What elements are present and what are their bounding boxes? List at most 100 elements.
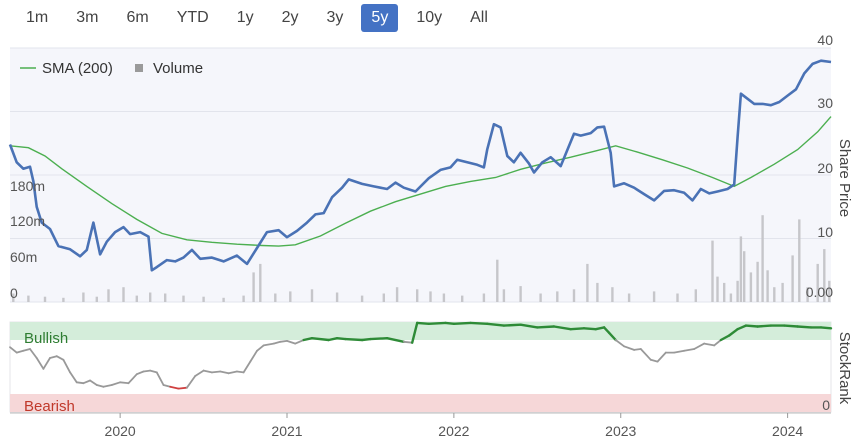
stockrank-segment xyxy=(42,357,51,370)
stockrank-segment xyxy=(22,348,31,352)
stockrank-segment xyxy=(819,326,833,330)
stockrank-segment xyxy=(210,370,222,374)
range-3y-button[interactable]: 3y xyxy=(326,9,344,26)
volume-bar xyxy=(259,263,262,302)
range-3m-button[interactable]: 3m xyxy=(76,9,99,26)
stockrank-segment xyxy=(29,348,38,359)
volume-bar xyxy=(586,263,589,302)
stockrank-segment xyxy=(55,355,65,361)
volume-bar xyxy=(816,263,819,302)
x-tick-label: 2023 xyxy=(605,423,636,438)
x-tick-label: 2022 xyxy=(438,423,469,438)
stockrank-segment xyxy=(783,324,799,328)
stockrank-segment xyxy=(656,351,667,363)
stockrank-segment xyxy=(286,339,297,345)
stockrank-segment xyxy=(335,337,347,341)
price-axis-title: Share Price xyxy=(836,139,853,217)
volume-bar xyxy=(798,219,801,302)
volume-bar xyxy=(502,289,506,302)
volume-bar xyxy=(496,259,499,302)
volume-bar xyxy=(335,292,339,302)
volume-bar xyxy=(12,293,15,302)
stockrank-segment xyxy=(673,349,686,354)
volume-bar xyxy=(395,287,399,302)
volume-bar xyxy=(791,255,794,302)
volume-bar xyxy=(539,293,542,302)
volume-y-axis: 0 60m 120m 180m xyxy=(10,178,45,301)
stockrank-segment xyxy=(256,344,265,352)
volume-y-tick: 60m xyxy=(10,249,37,265)
stockrank-segment xyxy=(155,371,165,386)
volume-bar xyxy=(716,276,719,302)
volume-bar xyxy=(756,261,759,302)
stockrank-segment xyxy=(15,349,25,354)
stockrank-segment xyxy=(327,337,339,342)
stockrank-segment xyxy=(411,321,419,344)
legend-volume-label[interactable]: Volume xyxy=(153,60,203,77)
stockrank-segment xyxy=(452,321,472,325)
price-y-tick: 10 xyxy=(817,224,833,240)
volume-bar xyxy=(652,291,656,302)
volume-bar xyxy=(149,292,152,302)
stockrank-segment xyxy=(756,324,773,328)
stockrank-segment xyxy=(796,325,813,329)
stockrank-segment xyxy=(614,339,625,348)
price-line xyxy=(8,59,832,272)
stockrank-segment xyxy=(169,385,180,390)
range-all-button[interactable]: All xyxy=(470,9,488,26)
stockrank-segment xyxy=(444,321,456,325)
stockrank-axis-title: StockRank xyxy=(836,332,853,405)
stockrank-segment xyxy=(202,369,213,374)
stockrank-segment xyxy=(519,323,539,329)
volume-bar xyxy=(274,293,277,302)
stockrank-segment xyxy=(469,321,489,325)
volume-bar xyxy=(572,289,576,302)
stockrank-segment xyxy=(310,337,330,342)
price-y-tick: 0.00 xyxy=(806,284,833,300)
volume-bar xyxy=(611,287,614,302)
stockrank-segment xyxy=(35,357,45,370)
range-5y-button[interactable]: 5y xyxy=(361,4,399,32)
price-y-axis: 0.00 10 20 30 40 xyxy=(806,32,833,300)
stockrank-segment xyxy=(119,381,130,385)
volume-bar xyxy=(461,295,464,302)
stockrank-segment xyxy=(693,342,706,350)
stockrank-segment xyxy=(162,384,172,388)
stockrank-segment xyxy=(402,340,414,344)
range-1m-button[interactable]: 1m xyxy=(26,9,49,26)
stockrank-segment xyxy=(227,370,238,375)
range-10y-button[interactable]: 10y xyxy=(416,9,443,26)
legend-sma-label[interactable]: SMA (200) xyxy=(42,60,113,77)
x-tick-label: 2020 xyxy=(105,423,136,438)
volume-bar xyxy=(482,293,486,302)
range-1y-button[interactable]: 1y xyxy=(236,9,254,26)
bearish-label: Bearish xyxy=(24,398,75,415)
stockrank-segment xyxy=(272,340,282,345)
stockrank-segment xyxy=(536,325,556,329)
stockrank-segment xyxy=(602,326,611,334)
stockrank-segment xyxy=(127,373,138,385)
stockrank-segment xyxy=(149,369,158,374)
stockrank-line xyxy=(9,321,833,390)
stockrank-segment xyxy=(95,384,105,388)
range-6m-button[interactable]: 6m xyxy=(126,9,149,26)
volume-bar xyxy=(736,280,739,302)
volume-bar xyxy=(95,296,98,302)
range-2y-button[interactable]: 2y xyxy=(281,9,299,26)
price-y-tick: 20 xyxy=(817,160,833,176)
volume-bar xyxy=(711,240,714,302)
stockrank-segment xyxy=(135,370,145,376)
range-ytd-button[interactable]: YTD xyxy=(176,9,209,26)
range-selector: 1m 3m 6m YTD 1y 2y 3y 5y 10y All xyxy=(16,4,506,32)
stockrank-segment xyxy=(185,375,197,389)
bearish-zone xyxy=(10,394,831,412)
volume-bar xyxy=(43,296,47,302)
stockrank-segment xyxy=(249,349,258,363)
stockrank-segment xyxy=(594,326,606,331)
stockrank-segment xyxy=(649,358,659,363)
stockrank-segment xyxy=(623,345,635,351)
stockrank-segment xyxy=(62,358,71,374)
stockrank-segment xyxy=(385,337,405,343)
volume-bar xyxy=(135,295,138,302)
stockrank-segment xyxy=(219,370,230,375)
